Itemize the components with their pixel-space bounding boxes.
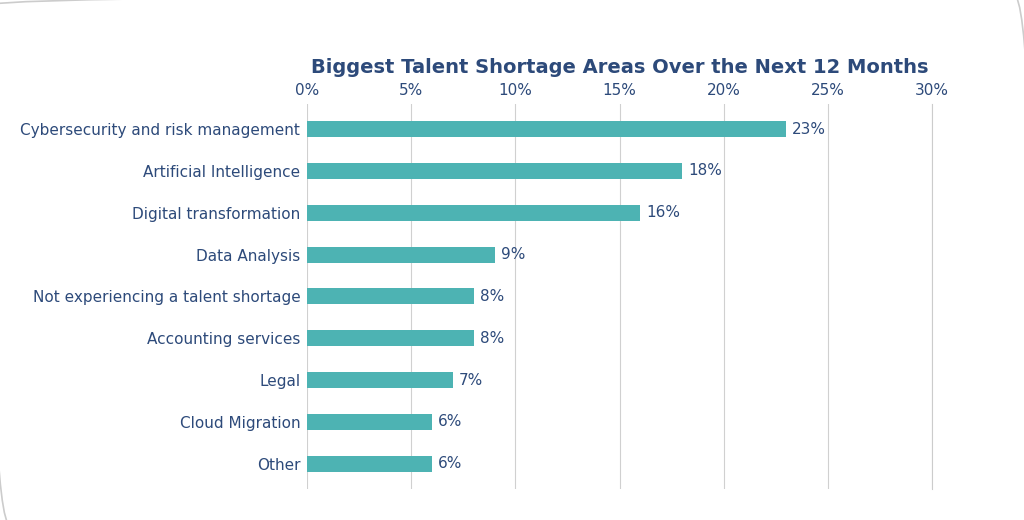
Bar [307,163,682,179]
Text: 9%: 9% [501,247,525,262]
Text: 6%: 6% [438,456,463,471]
Text: 8%: 8% [480,331,504,346]
Bar [307,246,495,263]
Title: Biggest Talent Shortage Areas Over the Next 12 Months: Biggest Talent Shortage Areas Over the N… [310,58,929,77]
Text: 18%: 18% [688,163,722,178]
Bar [307,414,432,430]
Bar [307,372,453,388]
Bar [307,289,474,304]
Bar [307,205,640,220]
Text: 7%: 7% [459,372,483,387]
Text: 16%: 16% [646,205,681,220]
Bar [307,456,432,472]
Text: 6%: 6% [438,414,463,430]
Bar [307,330,474,346]
Bar [307,121,786,137]
Text: 8%: 8% [480,289,504,304]
Text: 23%: 23% [793,122,826,137]
